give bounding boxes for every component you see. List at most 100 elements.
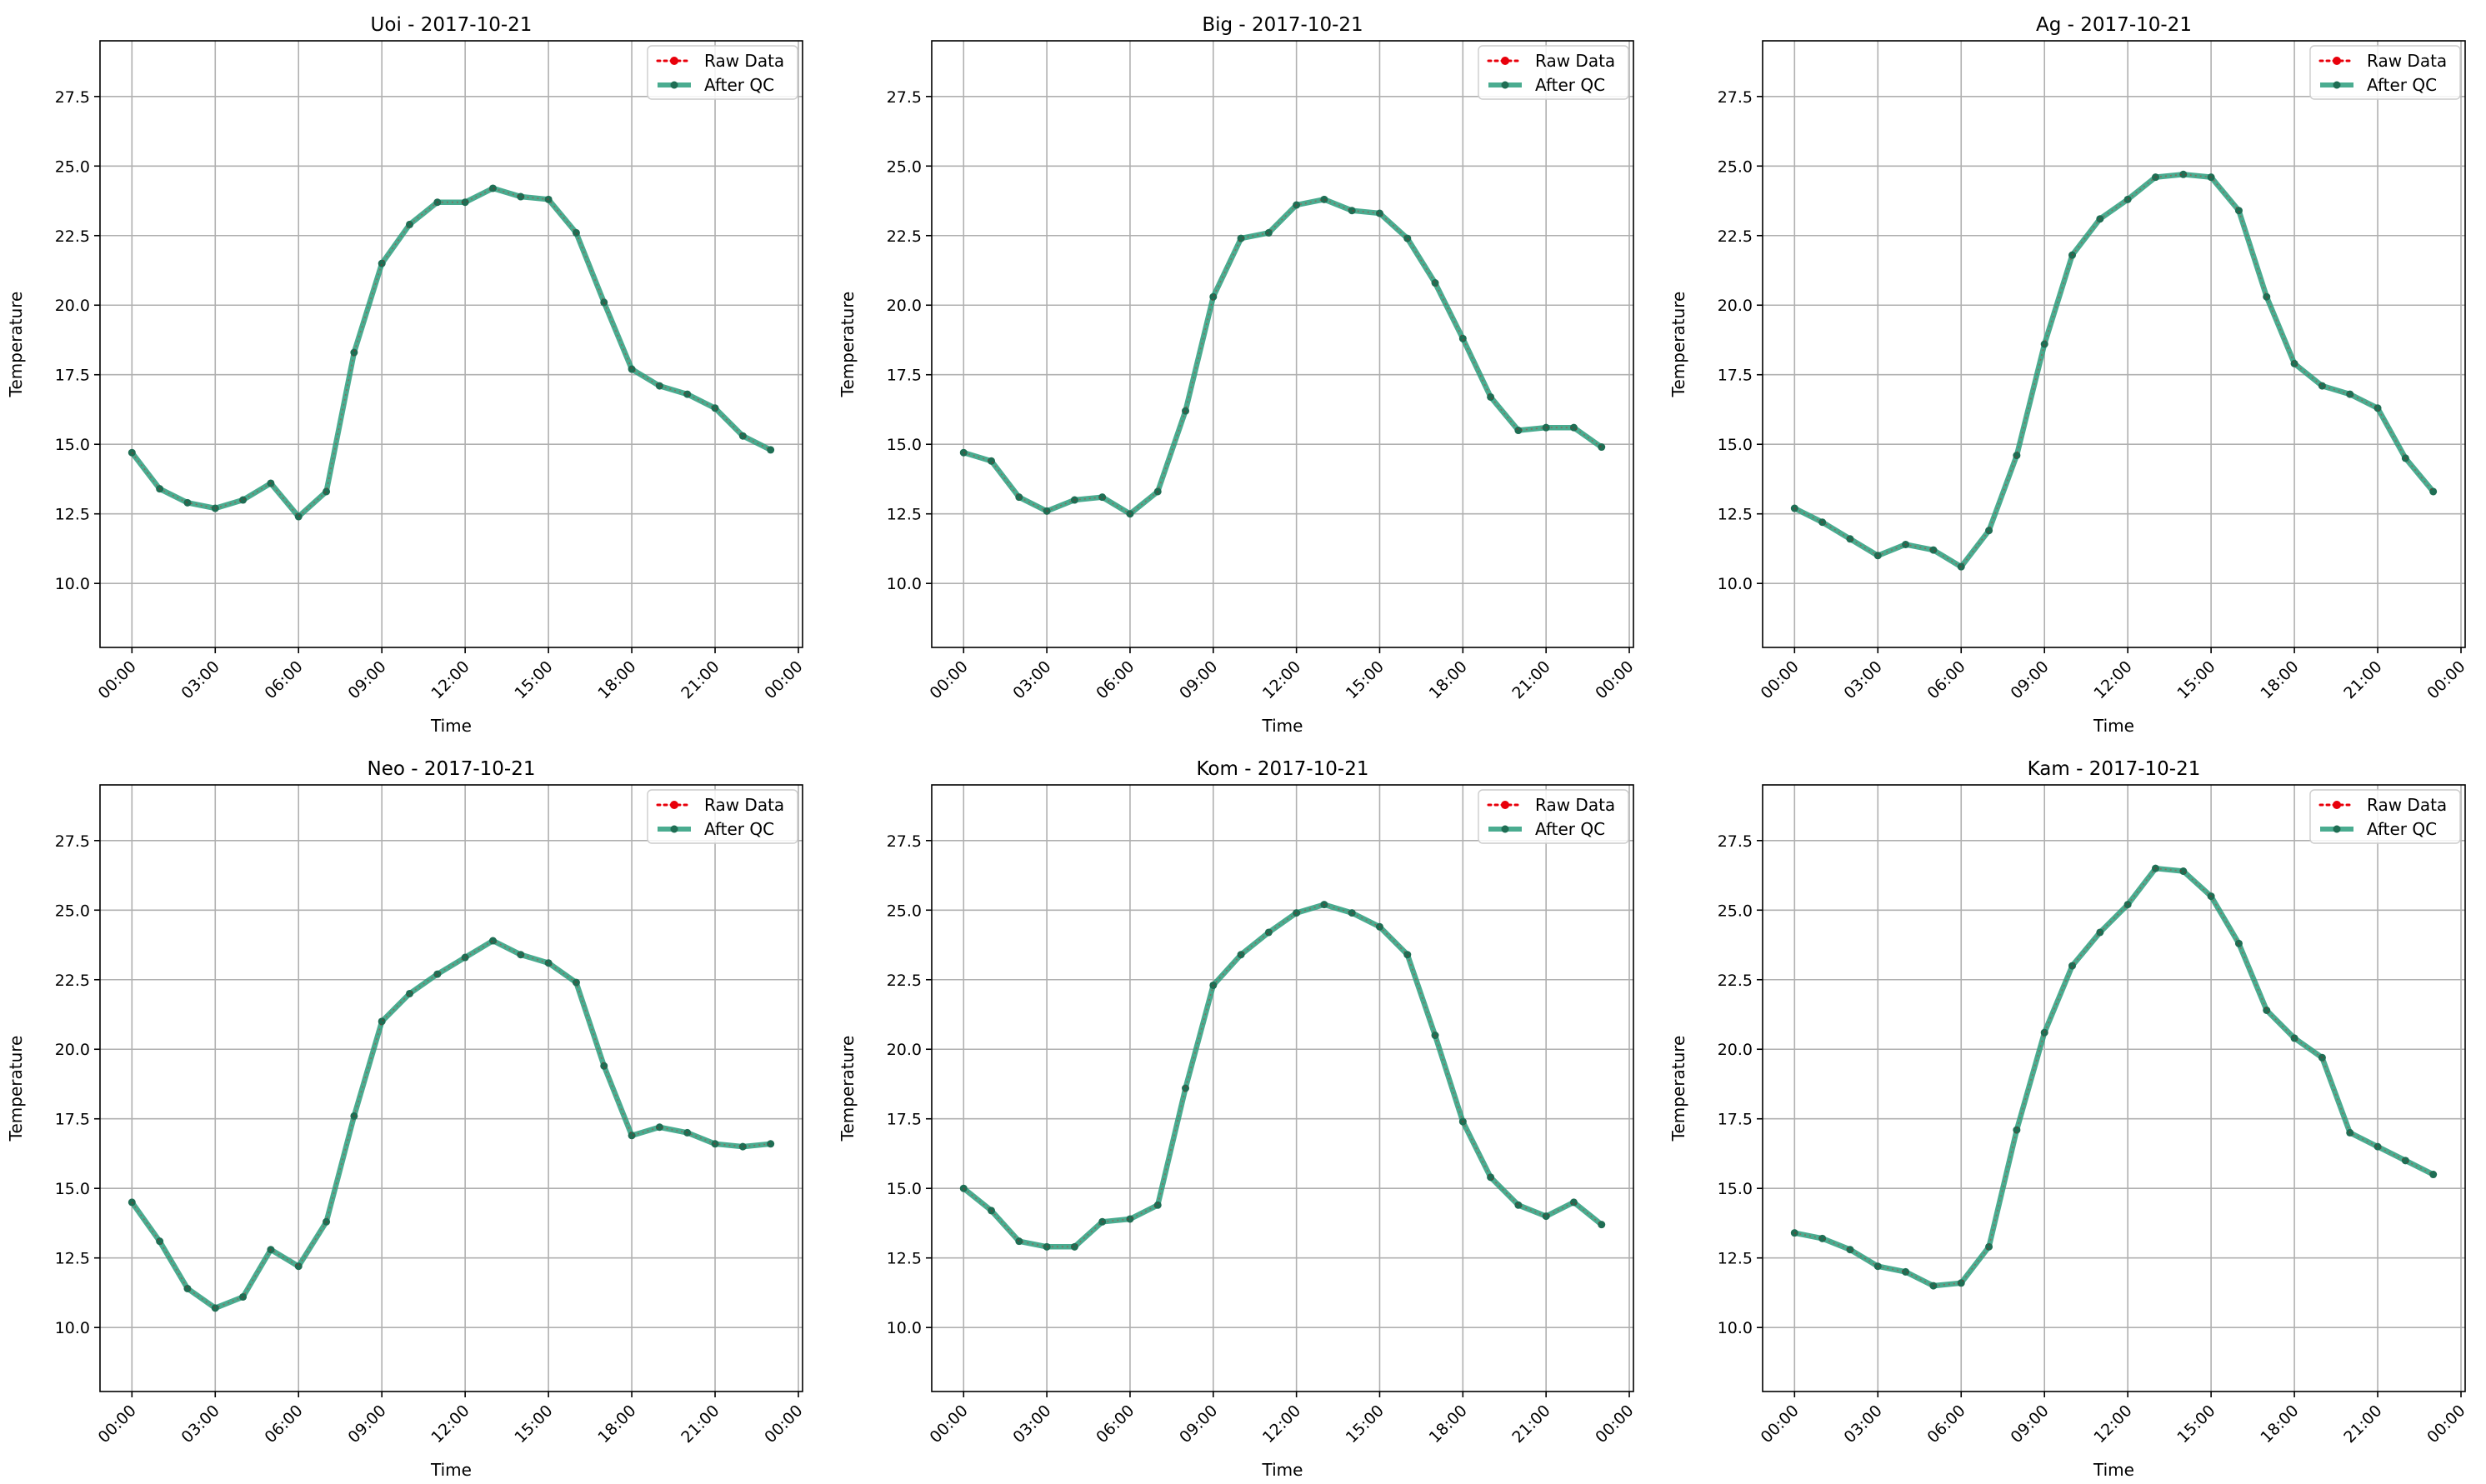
after-qc-point — [1514, 1201, 1523, 1209]
after-qc-point — [2346, 390, 2354, 398]
after-qc-point — [628, 1132, 636, 1140]
legend: Raw Data After QC — [1478, 45, 1629, 100]
after-qc-point — [1098, 1217, 1107, 1226]
after-qc-point — [2068, 251, 2077, 259]
x-tick-label: 00:00 — [1758, 657, 1803, 702]
chart-title: Neo - 2017-10-21 — [367, 758, 535, 780]
after-qc-point — [1237, 951, 1245, 959]
after-qc-point — [1320, 901, 1328, 909]
x-tick-label: 00:00 — [95, 1402, 140, 1447]
after-qc-point — [1569, 423, 1578, 432]
y-tick-label: 22.5 — [887, 227, 922, 246]
y-tick-label: 22.5 — [55, 227, 90, 246]
series-line-after-qc — [129, 185, 773, 520]
after-qc-point — [2401, 1157, 2409, 1165]
after-qc-point — [294, 1262, 303, 1271]
y-tick-label: 12.5 — [55, 506, 90, 524]
x-tick-label: 15:00 — [1343, 1402, 1388, 1447]
after-qc-point — [1985, 527, 1993, 535]
x-tick-label: 06:00 — [261, 1402, 306, 1447]
after-qc-point — [461, 198, 469, 207]
y-tick-label: 20.0 — [887, 297, 922, 315]
after-qc-point — [1846, 535, 1854, 543]
after-qc-point — [294, 512, 303, 521]
series-line-after-qc — [961, 197, 1604, 517]
x-tick-label: 06:00 — [1923, 657, 1968, 702]
after-qc-point — [1126, 510, 1134, 518]
after-qc-point — [156, 485, 164, 493]
y-tick-label: 15.0 — [887, 436, 922, 454]
axes-frame — [99, 784, 803, 1392]
series-line-raw-data — [963, 198, 1603, 515]
x-tick-label: 00:00 — [927, 657, 972, 702]
x-tick-label: 21:00 — [1508, 657, 1553, 702]
after-qc-point — [378, 259, 386, 267]
after-qc-point — [959, 1184, 968, 1192]
x-tick-label: 03:00 — [1009, 657, 1054, 702]
after-qc-point — [1902, 1267, 1910, 1276]
chart-panel-2: 10.0 12.5 15.0 17.5 20.0 22.5 25.0 27.5 00:00 03:… — [838, 14, 1638, 736]
after-qc-point — [600, 1062, 608, 1070]
after-qc-point — [1182, 407, 1190, 415]
x-tick-label: 21:00 — [2340, 657, 2385, 702]
after-qc-point — [2318, 382, 2326, 390]
after-qc-point — [711, 404, 719, 412]
legend: Raw Data After QC — [647, 789, 798, 844]
chart-panel-3: 10.0 12.5 15.0 17.5 20.0 22.5 25.0 27.5 00:00 03:… — [1668, 14, 2469, 736]
y-tick-label: 20.0 — [55, 1041, 90, 1059]
after-qc-point — [988, 1207, 996, 1215]
y-tick-label: 27.5 — [887, 832, 922, 851]
legend: Raw Data After QC — [1478, 789, 1629, 844]
axes-frame — [931, 784, 1634, 1392]
axes-frame — [1762, 40, 2466, 648]
series-line-raw-data — [1793, 173, 2434, 568]
chart-panel-4: 10.0 12.5 15.0 17.5 20.0 22.5 25.0 27.5 00:00 03:… — [6, 758, 807, 1480]
after-qc-point — [1598, 443, 1606, 452]
after-qc-point — [2429, 487, 2438, 496]
x-tick-label: 12:00 — [1259, 657, 1304, 702]
x-axis-label: Time — [430, 1460, 472, 1480]
x-tick-label: 06:00 — [1093, 657, 1138, 702]
after-qc-point — [683, 1128, 692, 1137]
after-qc-point — [2013, 452, 2021, 460]
after-qc-point — [628, 365, 636, 373]
after-qc-point — [1929, 1282, 1938, 1290]
after-qc-point — [517, 951, 525, 959]
after-qc-point — [2263, 292, 2271, 301]
after-qc-point — [1542, 423, 1550, 432]
x-tick-label: 00:00 — [761, 1402, 806, 1447]
x-tick-label: 21:00 — [1508, 1402, 1553, 1447]
after-qc-point — [1264, 928, 1273, 937]
y-tick-label: 27.5 — [1718, 88, 1753, 107]
x-tick-label: 12:00 — [1259, 1402, 1304, 1447]
y-tick-label: 20.0 — [1718, 297, 1753, 315]
y-tick-label: 10.0 — [55, 1319, 90, 1337]
legend-qc-label: After QC — [704, 819, 774, 839]
x-tick-label: 03:00 — [1009, 1402, 1054, 1447]
y-tick-label: 27.5 — [55, 832, 90, 851]
y-tick-label: 15.0 — [1718, 1180, 1753, 1198]
chart-title: Kam - 2017-10-21 — [2028, 758, 2201, 780]
y-tick-label: 17.5 — [887, 1111, 922, 1129]
after-qc-point — [1043, 507, 1051, 515]
after-qc-point — [1209, 292, 1218, 301]
after-qc-point — [1873, 1262, 1882, 1271]
after-qc-point — [1542, 1212, 1550, 1221]
after-qc-point — [2234, 939, 2243, 947]
y-tick-label: 22.5 — [1718, 972, 1753, 990]
x-tick-label: 00:00 — [761, 657, 806, 702]
after-qc-point — [1015, 1237, 1023, 1246]
after-qc-point — [1431, 1032, 1439, 1040]
x-tick-label: 18:00 — [594, 657, 639, 702]
after-qc-point — [433, 970, 442, 978]
after-qc-point — [738, 1142, 747, 1151]
legend-raw-marker — [670, 801, 678, 809]
x-tick-label: 18:00 — [1426, 1402, 1471, 1447]
y-tick-label: 27.5 — [887, 88, 922, 107]
chart-panel-1: 10.0 12.5 15.0 17.5 20.0 22.5 25.0 27.5 00:00 03:… — [6, 14, 807, 736]
after-qc-point — [1070, 1242, 1078, 1251]
legend-raw-marker — [1501, 801, 1509, 809]
after-qc-point — [1153, 1201, 1162, 1209]
after-qc-point — [572, 228, 580, 237]
x-tick-label: 12:00 — [2090, 1402, 2135, 1447]
